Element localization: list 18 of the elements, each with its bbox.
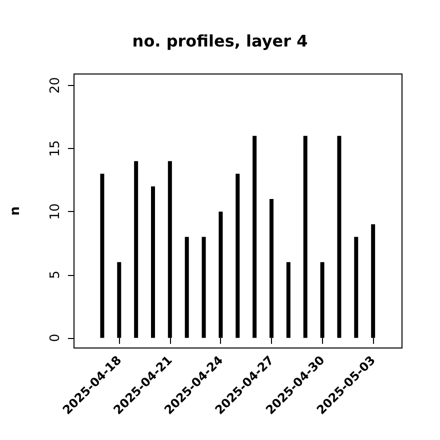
bar bbox=[354, 236, 358, 338]
bar bbox=[184, 236, 189, 338]
bar bbox=[252, 136, 257, 338]
y-tick-label: 0 bbox=[48, 334, 63, 342]
y-tick-label: 5 bbox=[48, 270, 63, 279]
bar bbox=[286, 262, 290, 338]
y-axis-title: n bbox=[8, 206, 23, 216]
bar bbox=[236, 174, 240, 338]
bar bbox=[303, 136, 308, 338]
bar bbox=[134, 161, 138, 338]
bar bbox=[100, 174, 104, 338]
y-tick-label: 20 bbox=[48, 77, 63, 94]
bar bbox=[337, 136, 342, 338]
bar bbox=[151, 186, 155, 338]
chart-title: no. profiles, layer 4 bbox=[132, 32, 308, 50]
y-tick-label: 15 bbox=[48, 140, 63, 157]
bar bbox=[202, 236, 206, 338]
y-tick-label: 10 bbox=[48, 203, 63, 220]
